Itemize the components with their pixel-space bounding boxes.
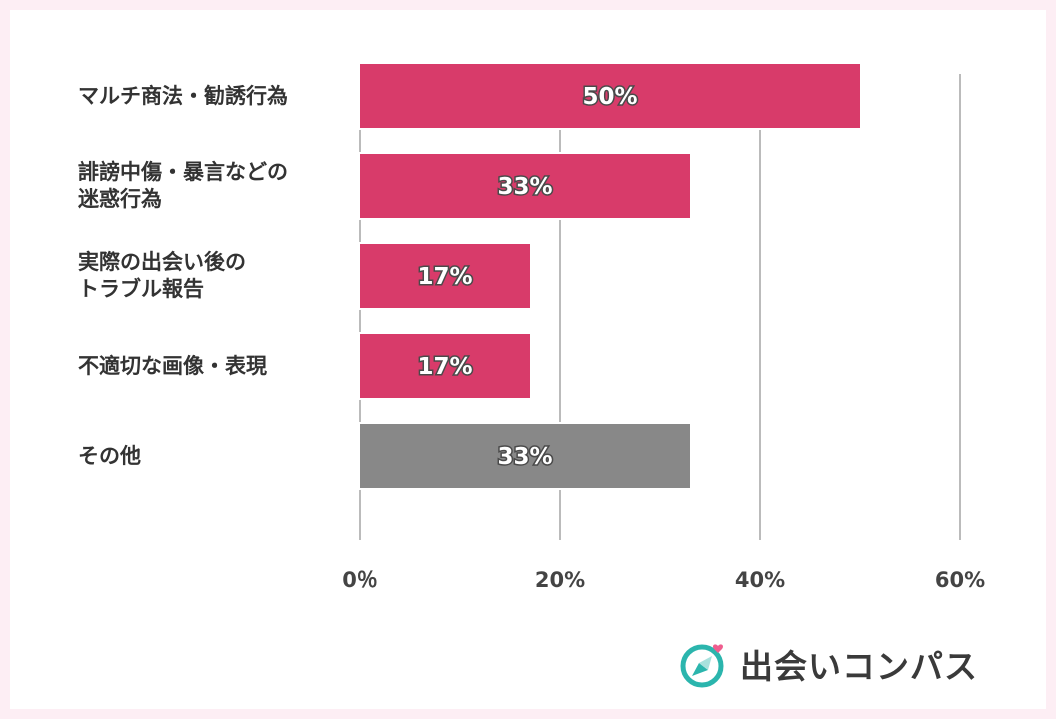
x-tick-label: 60%	[935, 568, 985, 592]
x-tick-label: 0％	[342, 568, 378, 592]
category-label: 実際の出会い後の トラブル報告	[78, 250, 246, 301]
bar-chart: 50% 33% 17% 17% 33% 0％ 20% 40% 60%	[342, 62, 985, 592]
bar-value-label: 17%	[417, 354, 472, 380]
x-tick-label: 20%	[535, 568, 585, 592]
category-label: 誹謗中傷・暴言などの 迷惑行為	[78, 160, 288, 211]
bar	[360, 154, 690, 218]
x-tick-label: 40%	[735, 568, 785, 592]
category-label: マルチ商法・勧誘行為	[78, 83, 288, 108]
bar-value-label: 17%	[417, 264, 472, 290]
brand-logo: 出会いコンパス	[678, 638, 978, 690]
chart-card: 50% 33% 17% 17% 33% 0％ 20% 40% 60% マルチ商法・勧誘行為誹謗中…	[10, 10, 1046, 709]
category-label: その他	[78, 443, 141, 468]
bar-value-label: 33%	[497, 174, 552, 200]
bar	[360, 244, 530, 308]
bar-value-label: 33%	[497, 444, 552, 470]
compass-icon	[680, 644, 724, 688]
category-label: 不適切な画像・表現	[78, 353, 267, 378]
brand-name: 出会いコンパス	[740, 647, 978, 686]
bar-value-label: 50%	[582, 84, 637, 110]
bar	[360, 334, 530, 398]
heart-icon	[713, 644, 723, 653]
bar	[360, 424, 690, 488]
bar	[360, 64, 860, 128]
